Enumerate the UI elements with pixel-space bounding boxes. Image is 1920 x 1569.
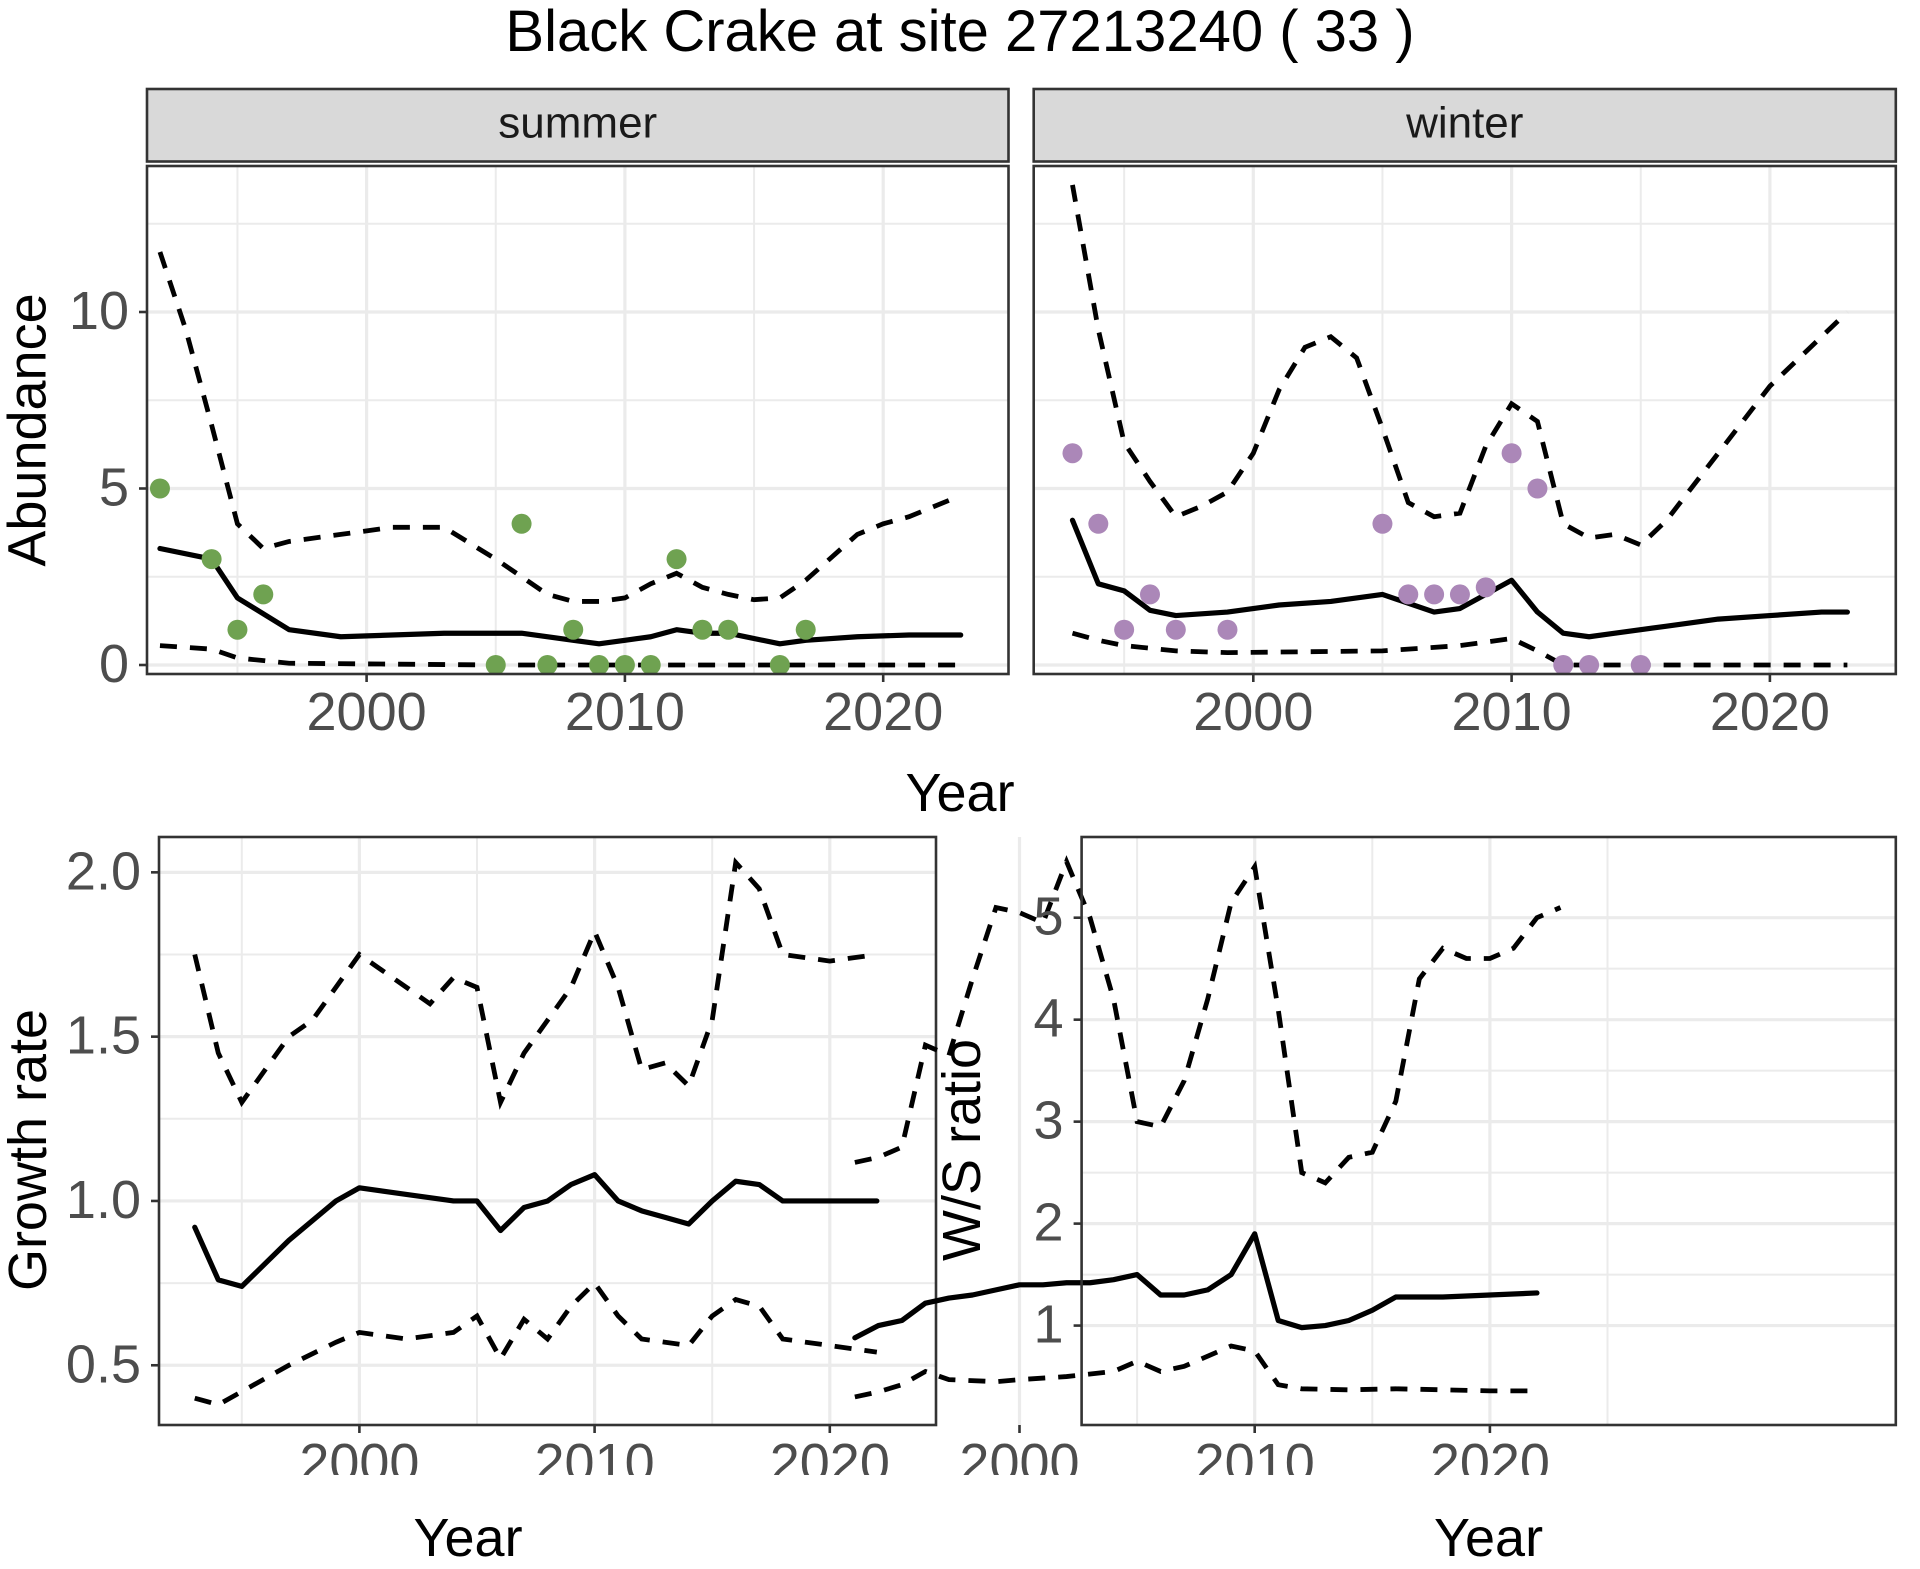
- svg-text:0: 0: [99, 634, 129, 694]
- svg-text:0.5: 0.5: [66, 1334, 141, 1394]
- svg-text:winter: winter: [1405, 98, 1523, 147]
- svg-text:1: 1: [1034, 1295, 1064, 1355]
- svg-text:2010: 2010: [1195, 1433, 1315, 1475]
- svg-text:1.5: 1.5: [66, 1006, 141, 1066]
- svg-text:2010: 2010: [565, 682, 685, 742]
- svg-text:1.0: 1.0: [66, 1170, 141, 1230]
- svg-text:5: 5: [99, 458, 129, 518]
- svg-text:2010: 2010: [1452, 682, 1572, 742]
- svg-text:3: 3: [1034, 1091, 1064, 1151]
- svg-text:2020: 2020: [770, 1433, 890, 1475]
- svg-text:4: 4: [1034, 989, 1064, 1049]
- svg-text:2000: 2000: [299, 1433, 419, 1475]
- svg-text:summer: summer: [498, 98, 657, 147]
- svg-text:2020: 2020: [1710, 682, 1830, 742]
- svg-text:2000: 2000: [1193, 682, 1313, 742]
- svg-text:2020: 2020: [1430, 1433, 1550, 1475]
- svg-text:2020: 2020: [823, 682, 943, 742]
- svg-text:2.0: 2.0: [66, 841, 141, 901]
- svg-text:2010: 2010: [535, 1433, 655, 1475]
- svg-text:5: 5: [1034, 887, 1064, 947]
- svg-text:2: 2: [1034, 1193, 1064, 1253]
- svg-text:2000: 2000: [307, 682, 427, 742]
- svg-text:10: 10: [69, 281, 129, 341]
